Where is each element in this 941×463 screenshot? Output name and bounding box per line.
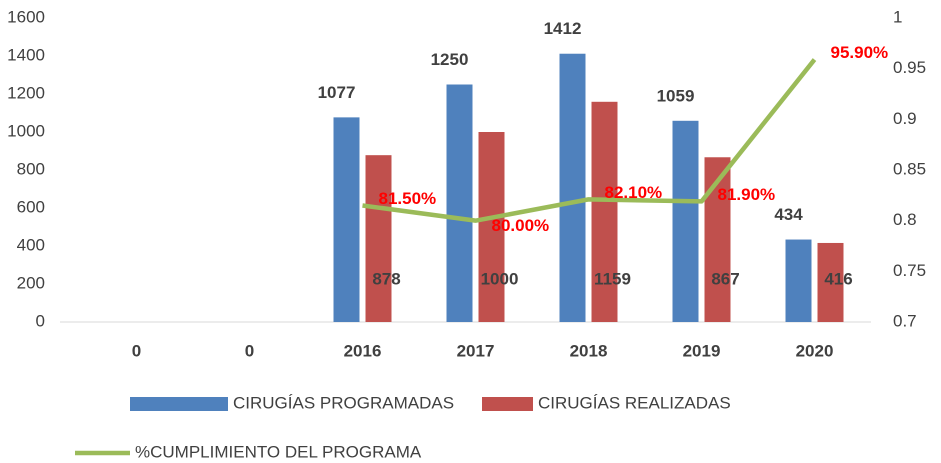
bar: [333, 117, 360, 323]
line-label: 81.90%: [718, 185, 776, 204]
legend-swatch: [482, 397, 533, 411]
x-tick-label: 2019: [683, 341, 721, 360]
line: [362, 58, 817, 223]
y-tick-label: 200: [17, 273, 45, 292]
x-tick-label: 2017: [457, 341, 495, 360]
line-label: 80.00%: [492, 216, 550, 235]
y2-tick-label: 0.9: [893, 109, 917, 128]
x-tick-label: 2018: [570, 341, 608, 360]
data-label: 416: [824, 269, 852, 288]
line-label: 81.50%: [379, 189, 437, 208]
bar: [559, 53, 586, 322]
bar: [785, 239, 812, 322]
line-label: 95.90%: [831, 43, 889, 62]
y2-tick-label: 1: [893, 7, 902, 26]
legend-swatch: [130, 397, 228, 411]
data-label: 867: [711, 269, 739, 288]
bar: [672, 120, 699, 322]
bar: [478, 132, 505, 322]
data-label: 1059: [657, 86, 695, 105]
y-tick-label: 400: [17, 235, 45, 254]
legend-label: %CUMPLIMIENTO DEL PROGRAMA: [135, 442, 422, 461]
y2-tick-label: 0.75: [893, 261, 926, 280]
x-tick-label: 2016: [344, 341, 382, 360]
data-label: 1250: [431, 50, 469, 69]
data-label: 1000: [481, 269, 519, 288]
y2-tick-label: 0.8: [893, 210, 917, 229]
legend-label: CIRUGÍAS REALIZADAS: [538, 393, 731, 412]
y2-tick-label: 0.7: [893, 311, 917, 330]
bar: [365, 155, 392, 322]
x-tick-label: 0: [132, 341, 141, 360]
y2-tick-label: 0.85: [893, 159, 926, 178]
y-tick-label: 1400: [7, 45, 45, 64]
y-tick-label: 600: [17, 197, 45, 216]
data-label: 1077: [318, 83, 356, 102]
x-tick-label: 0: [245, 341, 254, 360]
line-label: 82.10%: [605, 183, 663, 202]
y-tick-label: 1600: [7, 7, 45, 26]
legend-label: CIRUGÍAS PROGRAMADAS: [233, 393, 454, 412]
y-tick-label: 800: [17, 159, 45, 178]
bar: [446, 84, 473, 322]
y-tick-label: 0: [36, 311, 45, 330]
bar: [817, 242, 844, 322]
data-label: 1159: [594, 269, 631, 288]
data-label: 1412: [544, 19, 582, 38]
bar: [591, 101, 618, 322]
y-tick-label: 1000: [7, 121, 45, 140]
y2-tick-label: 0.95: [893, 58, 926, 77]
x-tick-label: 2020: [796, 341, 834, 360]
data-label: 878: [372, 269, 400, 288]
data-label: 434: [774, 205, 803, 224]
y-tick-label: 1200: [7, 83, 45, 102]
